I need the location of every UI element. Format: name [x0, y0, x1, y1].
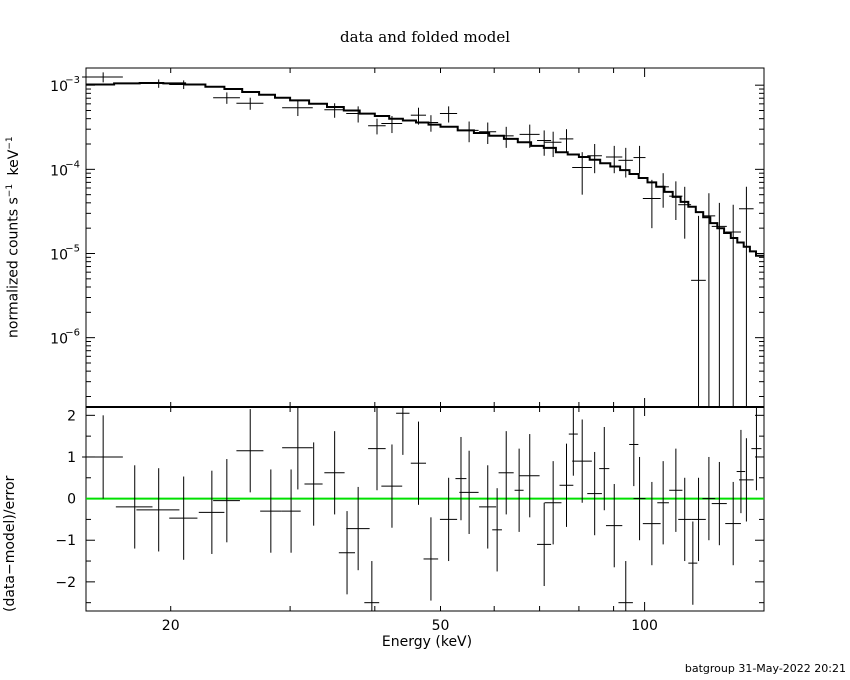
y-tick-label: 2 — [67, 408, 76, 424]
model-curve — [86, 82, 764, 257]
y-tick-exponent: −6 — [65, 328, 80, 339]
y-tick-label: 10 — [50, 247, 68, 263]
residual-panel: 20 50 100 2 1 0 −1 −2 — [55, 406, 765, 634]
x-tick-label: 20 — [162, 618, 180, 634]
x-tick-label: 100 — [631, 618, 658, 634]
y-tick-label: 1 — [67, 450, 76, 466]
residual-y-axis-label: (data−model)/error — [2, 475, 18, 612]
x-tick-label: 50 — [432, 618, 450, 634]
chart-title: data and folded model — [339, 28, 511, 46]
footer-stamp: batgroup 31-May-2022 20:21 — [684, 662, 846, 675]
y-tick-exponent: −5 — [65, 243, 80, 254]
y-tick-exponent: −4 — [65, 159, 80, 170]
y-tick-label: 10 — [50, 79, 68, 95]
y-tick-label: −1 — [55, 533, 76, 549]
residual-frame — [85, 406, 765, 612]
spectrum-panel: 10−310−410−510−6 — [50, 67, 765, 611]
x-axis-label: Energy (keV) — [381, 634, 473, 650]
spectrum-y-axis-label: normalized counts s−1 keV−1 — [5, 136, 22, 338]
y-tick-label: 10 — [50, 163, 68, 179]
y-tick-exponent: −3 — [65, 75, 80, 86]
y-tick-label: 0 — [67, 492, 76, 508]
y-tick-label: −2 — [55, 575, 76, 591]
y-tick-label: 10 — [50, 332, 68, 348]
spectrum-frame — [85, 67, 765, 408]
